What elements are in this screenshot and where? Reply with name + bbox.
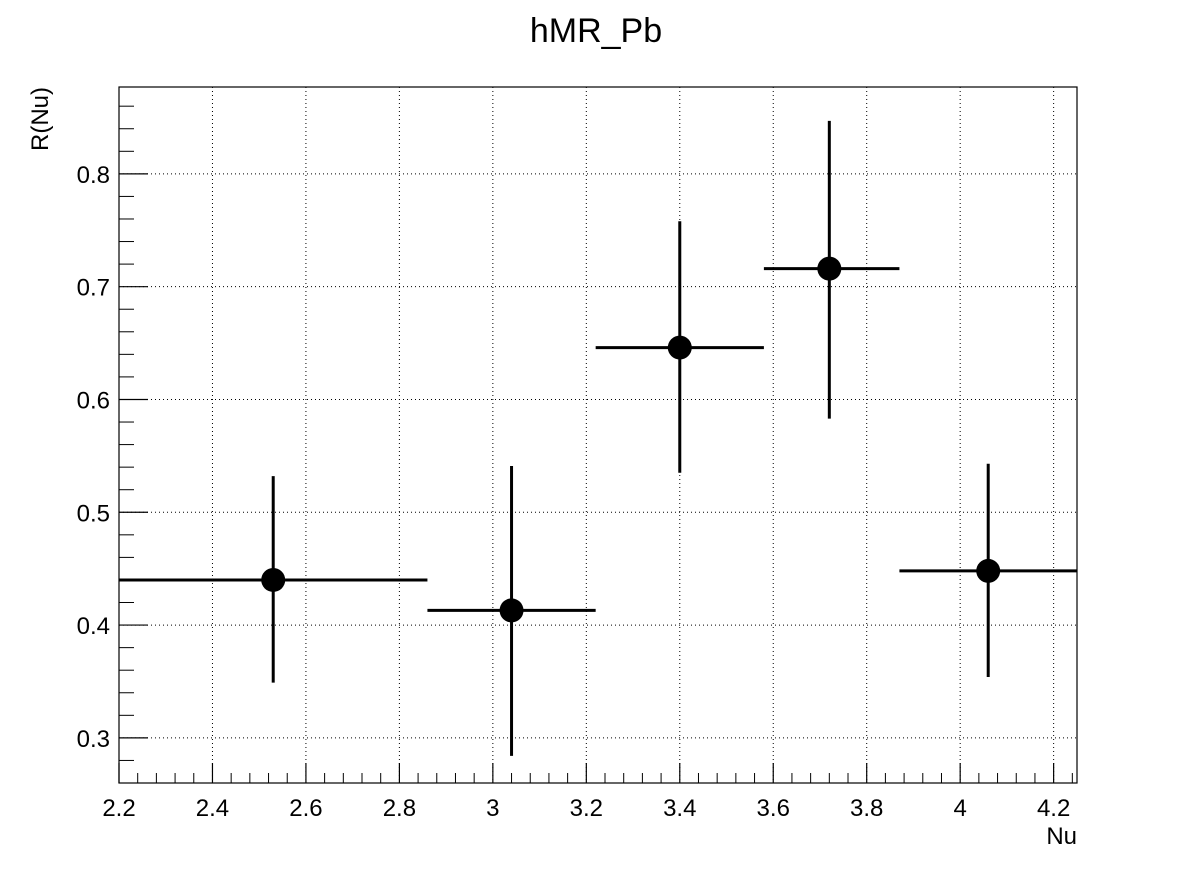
data-point: [817, 256, 842, 281]
axis-ticks: [118, 105, 1073, 784]
x-tick-label: 3.8: [850, 795, 883, 822]
x-tick-label: 3.4: [663, 795, 696, 822]
data-point: [976, 558, 1001, 583]
x-tick-label: 3.6: [757, 795, 790, 822]
y-tick-label: 0.6: [77, 387, 110, 414]
data-point: [261, 567, 286, 592]
data-points: [119, 120, 1077, 756]
data-point: [499, 598, 524, 623]
y-axis-label: R(Nu): [27, 87, 54, 151]
x-tick-label: 4: [953, 795, 966, 822]
x-tick-label: 2.4: [196, 795, 229, 822]
chart-title: hMR_Pb: [530, 12, 662, 50]
plot-frame: [118, 86, 1078, 784]
x-tick-label: 2.2: [102, 795, 135, 822]
y-tick-label: 0.3: [77, 726, 110, 753]
data-point: [667, 335, 692, 360]
x-tick-label: 4.2: [1037, 795, 1070, 822]
y-tick-label: 0.8: [77, 162, 110, 189]
x-tick-label: 2.6: [289, 795, 322, 822]
x-tick-label: 3: [486, 795, 499, 822]
x-tick-label: 3.2: [570, 795, 603, 822]
y-tick-label: 0.4: [77, 613, 110, 640]
y-tick-label: 0.7: [77, 275, 110, 302]
x-tick-label: 2.8: [383, 795, 416, 822]
y-tick-label: 0.5: [77, 500, 110, 527]
tick-labels: 2.2 2.4 2.6 2.8 3 3.2 3.4 3.6 3.8 4 4.2 0.3 0.4 0.5 0.…: [77, 162, 1071, 822]
grid: [119, 87, 1077, 783]
x-axis-label: Nu: [1046, 823, 1077, 850]
